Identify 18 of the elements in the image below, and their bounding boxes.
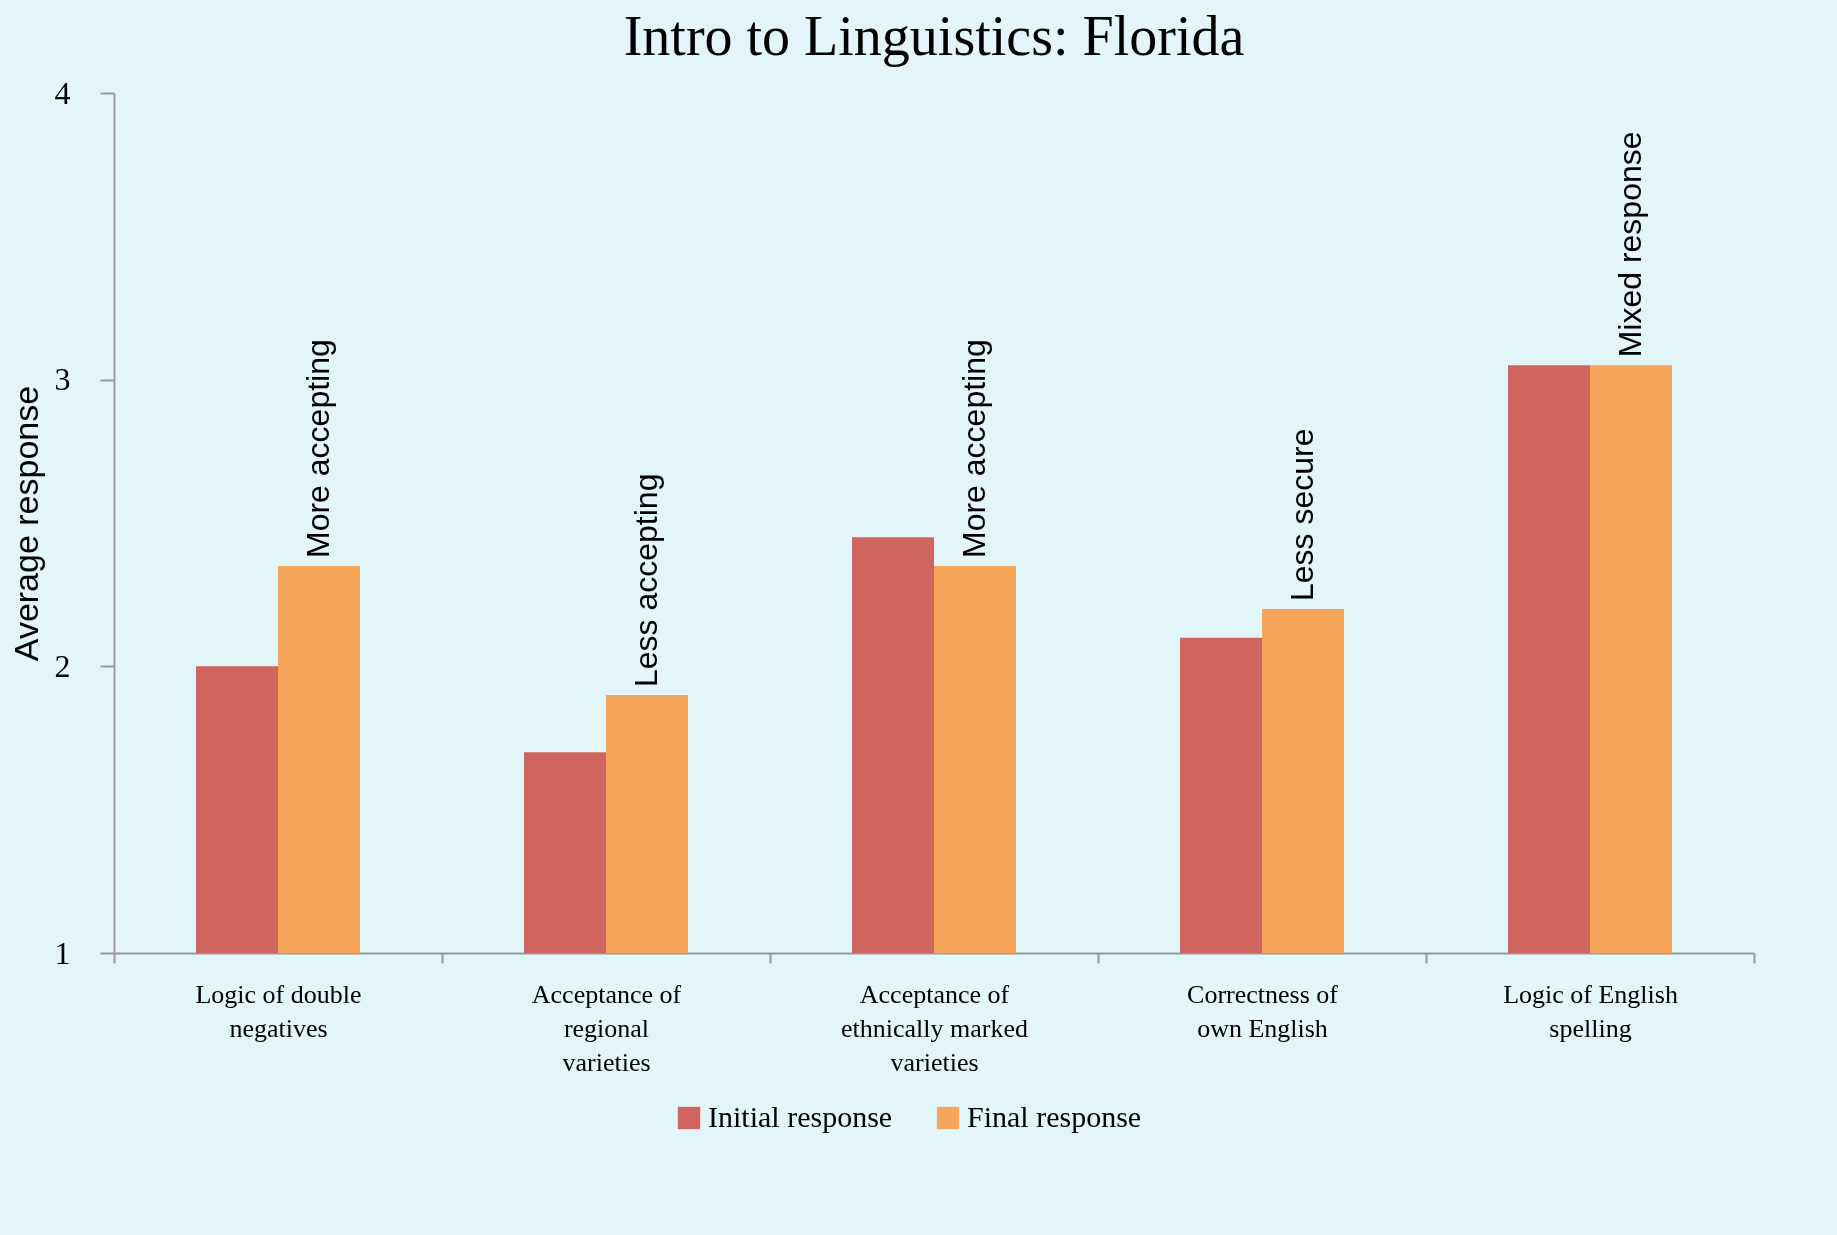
x-tick-label: Logic of double negatives bbox=[195, 979, 362, 1043]
legend-label: Final response bbox=[967, 1100, 1142, 1133]
y-tick-label: 2 bbox=[54, 647, 71, 684]
legend-label: Initial response bbox=[708, 1100, 893, 1133]
chart-title: Intro to Linguistics: Florida bbox=[623, 5, 1245, 67]
annotation: Less accepting bbox=[628, 473, 664, 687]
x-tick-label: Acceptance of ethnically marked varieties bbox=[841, 979, 1028, 1077]
x-tick-label: Correctness of own English bbox=[1187, 979, 1339, 1043]
annotation: More accepting bbox=[956, 339, 992, 558]
y-tick-label: 3 bbox=[54, 361, 71, 398]
x-tick-label: Logic of English spelling bbox=[1503, 979, 1678, 1043]
x-tick-label: Acceptance of regional varieties bbox=[531, 979, 682, 1077]
annotation: Less secure bbox=[1284, 428, 1320, 601]
y-axis-title: Average response bbox=[6, 385, 45, 662]
annotation: Mixed response bbox=[1612, 131, 1648, 358]
y-tick-label: 1 bbox=[54, 934, 71, 971]
y-tick-label: 4 bbox=[54, 74, 71, 111]
annotation: More accepting bbox=[300, 339, 336, 558]
